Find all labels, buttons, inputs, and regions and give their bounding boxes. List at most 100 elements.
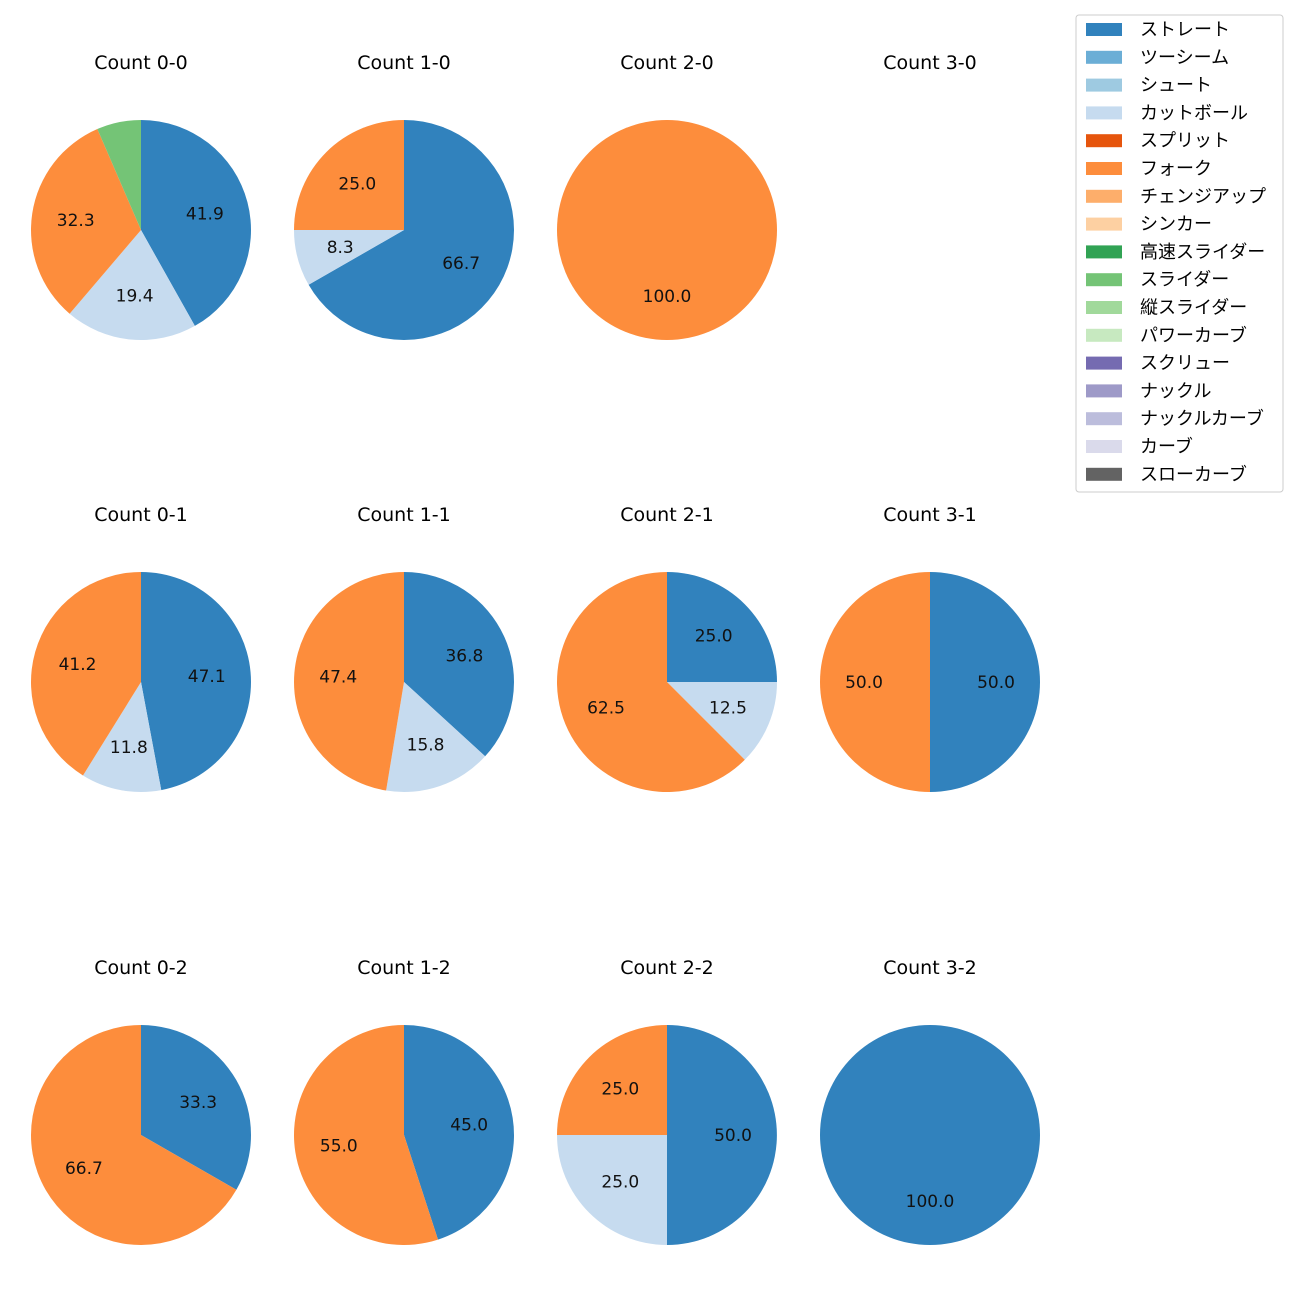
pie-slice	[404, 1025, 514, 1240]
legend-label: スローカーブ	[1140, 463, 1247, 485]
pie-panel: Count 0-0 41.9 19.4 32.3	[31, 52, 251, 340]
pie-slice	[294, 230, 404, 285]
legend-swatch	[1086, 162, 1122, 175]
legend-entry: スローカーブ	[1086, 463, 1247, 485]
legend-entry: シュート	[1086, 75, 1212, 96]
pie-slice-label: 25.0	[338, 174, 376, 194]
pie-title: Count 2-1	[620, 504, 714, 526]
pie-panel: Count 3-0	[883, 52, 977, 74]
legend-swatch	[1086, 50, 1122, 64]
legend-swatch	[1086, 78, 1122, 92]
pie-title: Count 3-0	[883, 52, 977, 74]
pie-slice-label: 100.0	[906, 1192, 955, 1212]
pie-slice-label: 45.0	[450, 1116, 488, 1136]
legend-swatch	[1086, 301, 1122, 314]
pie-panel: Count 0-2 33.3 66.7	[30, 957, 251, 1245]
pie-panel: Count 3-1 50.0 50.0	[820, 504, 1040, 792]
legend-entry: チェンジアップ	[1086, 186, 1266, 207]
legend-swatch	[1086, 134, 1122, 148]
pie-title: Count 3-1	[883, 504, 977, 526]
pie-panel: Count 2-1 25.0 12.5 62.5	[556, 504, 777, 792]
legend-label: ストレート	[1140, 20, 1230, 41]
legend-label: シンカー	[1140, 214, 1212, 235]
pie-slice	[31, 129, 142, 314]
pie-slice-label: 62.5	[587, 698, 625, 718]
pie-slice	[308, 120, 514, 340]
pie-slice	[30, 1025, 237, 1245]
legend-label: チェンジアップ	[1140, 186, 1266, 207]
pie-slice	[141, 572, 251, 791]
pie-title: Count 0-0	[94, 52, 188, 74]
legend-label: フォーク	[1140, 159, 1212, 180]
legend-swatch	[1086, 217, 1122, 231]
pie-title: Count 1-2	[357, 957, 451, 979]
pie-slice-label: 41.9	[186, 204, 224, 224]
legend-entry: ストレート	[1086, 20, 1230, 41]
legend-swatch	[1086, 356, 1122, 370]
legend-label: シュート	[1140, 75, 1212, 96]
pie-slice	[82, 682, 162, 792]
legend-label: 縦スライダー	[1140, 298, 1247, 319]
pie-title: Count 2-2	[620, 957, 714, 979]
legend-entry: 縦スライダー	[1086, 298, 1247, 319]
legend-entry: カットボール	[1086, 103, 1248, 124]
legend-swatch	[1086, 384, 1122, 398]
pie-slice-label: 12.5	[709, 698, 747, 718]
pie-slice	[820, 572, 930, 792]
pie-slice	[386, 682, 486, 792]
pie-panels: Count 0-0 41.9 19.4 32.3 Count 1-0 66.7 8.3 25.…	[30, 52, 1040, 1246]
legend-entry: ツーシーム	[1086, 47, 1229, 68]
legend-label: カーブ	[1140, 436, 1193, 458]
legend-entry: シンカー	[1086, 214, 1212, 235]
legend-swatch	[1086, 412, 1122, 426]
pie-slice-label: 36.8	[445, 646, 483, 666]
legend-label: カットボール	[1140, 103, 1248, 124]
pie-slice	[557, 120, 777, 340]
pie-slice	[294, 572, 404, 791]
pie-slice	[294, 120, 404, 230]
pie-slice-label: 11.8	[110, 738, 148, 758]
pie-slice-label: 32.3	[57, 211, 95, 231]
pie-slice	[667, 572, 777, 682]
pie-panel: Count 1-0 66.7 8.3 25.0	[294, 52, 514, 340]
pie-slice-label: 41.2	[59, 655, 97, 675]
legend-entry: ナックルカーブ	[1086, 408, 1264, 430]
pie-title: Count 2-0	[620, 52, 714, 74]
legend-label: スクリュー	[1140, 353, 1230, 374]
pie-panel: Count 2-2 50.0 25.0 25.0	[557, 957, 777, 1245]
pie-title: Count 1-0	[357, 52, 451, 74]
pie-panel: Count 1-1 36.8 15.8 47.4	[294, 504, 514, 792]
pie-title: Count 0-1	[94, 504, 188, 526]
legend-entry: カーブ	[1086, 436, 1193, 458]
pie-slice	[141, 120, 251, 326]
legend: ストレートツーシームシュートカットボールスプリットフォークチェンジアップシンカー…	[1075, 14, 1284, 493]
pie-panel: Count 1-2 45.0 55.0	[293, 957, 514, 1246]
legend-swatch	[1086, 23, 1122, 36]
legend-entry: スライダー	[1086, 270, 1229, 291]
pie-panel: Count 3-2 100.0	[820, 957, 1040, 1245]
pie-slice-label: 47.4	[319, 668, 357, 688]
pie-slice	[31, 572, 141, 776]
pie-slice-label: 50.0	[714, 1126, 752, 1146]
pie-slice	[820, 1025, 1040, 1245]
pie-slice-label: 25.0	[695, 626, 733, 646]
legend-label: ツーシーム	[1140, 47, 1229, 68]
legend-label: ナックル	[1140, 381, 1211, 402]
pie-title: Count 1-1	[357, 504, 451, 526]
pie-slice-label: 25.0	[601, 1173, 639, 1193]
pie-slice-label: 47.1	[188, 667, 226, 687]
pie-slice	[556, 572, 745, 792]
legend-swatch	[1086, 440, 1122, 453]
legend-label: スライダー	[1140, 270, 1229, 291]
legend-swatch	[1086, 245, 1122, 259]
pie-slice	[141, 1025, 251, 1190]
pie-slice-label: 55.0	[320, 1136, 358, 1156]
pie-title: Count 0-2	[94, 957, 188, 979]
pie-slice	[97, 120, 141, 230]
legend-label: スプリット	[1140, 131, 1230, 152]
pie-panel: Count 0-1 47.1 11.8 41.2	[31, 504, 251, 792]
pie-slice-label: 50.0	[845, 673, 883, 693]
legend-swatch	[1086, 106, 1122, 120]
legend-entry: スクリュー	[1086, 353, 1230, 374]
legend-swatch	[1086, 467, 1122, 481]
